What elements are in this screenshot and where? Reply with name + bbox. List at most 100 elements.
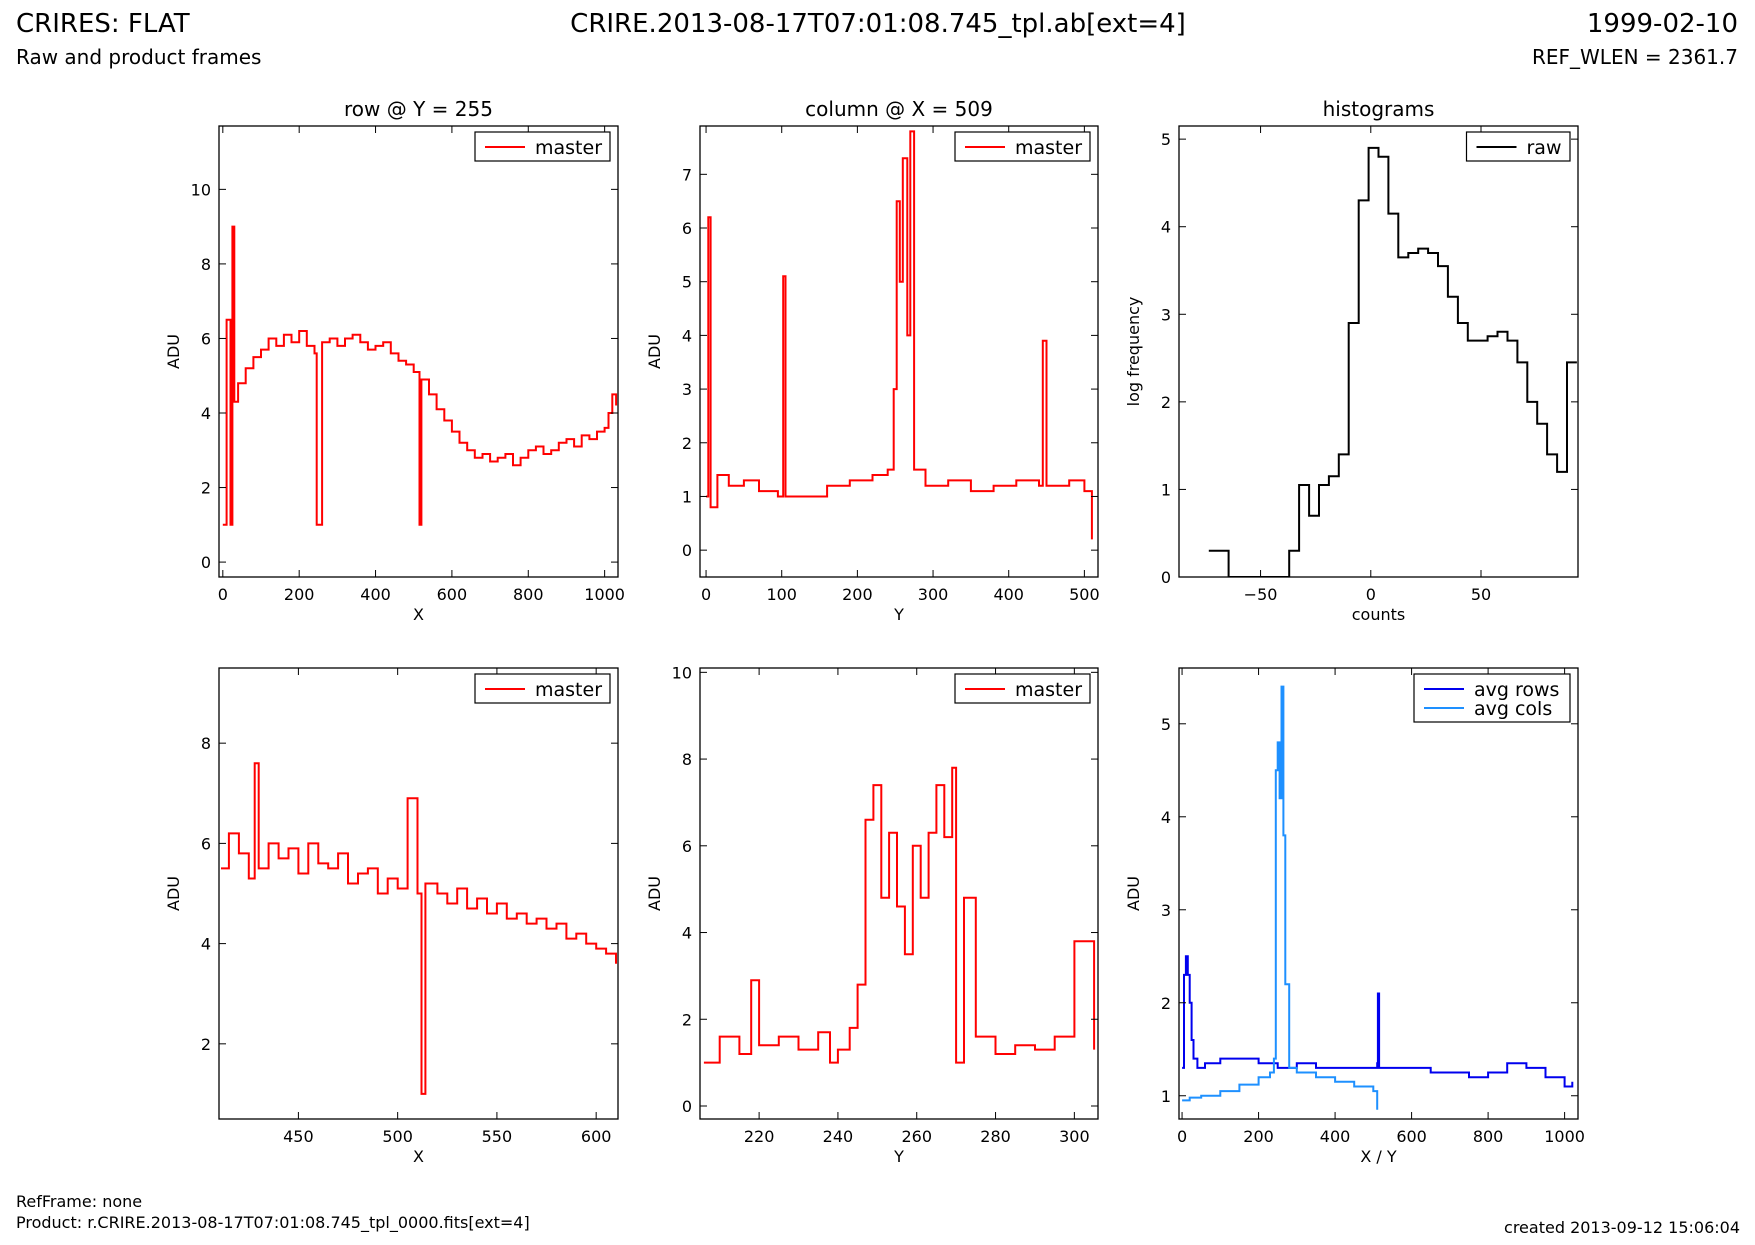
legend-label: master (1015, 679, 1082, 701)
y-tick-label: 1 (1161, 1087, 1171, 1106)
y-tick-label: 6 (201, 834, 211, 853)
y-tick-label: 10 (191, 180, 211, 199)
x-axis-label: X / Y (1360, 1147, 1397, 1166)
x-tick-label: 400 (360, 585, 391, 604)
x-tick-label: 1000 (584, 585, 625, 604)
y-tick-label: 0 (201, 553, 211, 572)
y-tick-label: 2 (682, 434, 692, 453)
y-tick-label: 3 (1161, 305, 1171, 324)
x-axis-label: X (413, 605, 424, 624)
y-tick-label: 4 (1161, 808, 1171, 827)
y-tick-label: 6 (682, 837, 692, 856)
series-line-master (222, 225, 618, 526)
x-tick-label: 260 (901, 1127, 932, 1146)
report-title: CRIRES: FLAT (16, 9, 190, 39)
y-tick-label: 2 (682, 1010, 692, 1029)
legend: master (954, 131, 1091, 162)
chart-title: histograms (1323, 97, 1435, 121)
legend: raw (1465, 131, 1571, 162)
series-line-master (706, 130, 1093, 540)
footer-refframe: RefFrame: none (16, 1192, 142, 1211)
report-ref-wlen: REF_WLEN = 2361.7 (1532, 45, 1738, 69)
report-subtitle: Raw and product frames (16, 45, 261, 69)
x-tick-label: 450 (283, 1127, 314, 1146)
y-tick-label: 5 (1161, 715, 1171, 734)
x-axis-label: Y (893, 605, 904, 624)
x-tick-label: 800 (513, 585, 544, 604)
legend-label: raw (1527, 137, 1562, 159)
y-tick-label: 5 (682, 273, 692, 292)
plot-frame (218, 125, 619, 578)
y-tick-label: 0 (682, 1097, 692, 1116)
x-tick-label: 1000 (1544, 1127, 1585, 1146)
y-tick-label: 0 (1161, 568, 1171, 587)
footer-created: created 2013-09-12 15:06:04 (1504, 1218, 1740, 1237)
x-tick-label: 0 (1366, 585, 1376, 604)
y-tick-label: 2 (1161, 393, 1171, 412)
legend: master (474, 673, 611, 704)
y-axis-label: ADU (645, 334, 664, 369)
y-tick-label: 4 (201, 404, 211, 423)
series-line-avg-rows (1182, 955, 1574, 1088)
x-tick-label: 800 (1473, 1127, 1504, 1146)
y-axis-label: ADU (1124, 876, 1143, 911)
y-tick-label: 2 (1161, 994, 1171, 1013)
y-tick-label: 8 (682, 750, 692, 769)
y-tick-label: 0 (682, 541, 692, 560)
y-tick-label: 8 (201, 734, 211, 753)
y-axis-label: ADU (164, 334, 183, 369)
x-tick-label: 600 (581, 1127, 612, 1146)
y-tick-label: 7 (682, 165, 692, 184)
x-tick-label: 300 (918, 585, 949, 604)
x-tick-label: 500 (382, 1127, 413, 1146)
x-tick-label: 0 (218, 585, 228, 604)
x-tick-label: 600 (1396, 1127, 1427, 1146)
plot-frame (1178, 125, 1579, 578)
x-axis-label: X (413, 1147, 424, 1166)
y-tick-label: 10 (672, 663, 692, 682)
y-axis-label: log frequency (1124, 297, 1143, 407)
y-tick-label: 4 (682, 924, 692, 943)
legend-box (1413, 673, 1571, 723)
series-line-master (703, 766, 1096, 1064)
x-tick-label: 600 (437, 585, 468, 604)
x-tick-label: 200 (842, 585, 873, 604)
x-tick-label: 300 (1059, 1127, 1090, 1146)
x-tick-label: 200 (284, 585, 315, 604)
y-tick-label: 8 (201, 255, 211, 274)
x-tick-label: 400 (1320, 1127, 1351, 1146)
y-tick-label: 4 (201, 935, 211, 954)
plot-frame (699, 125, 1099, 578)
y-axis-label: ADU (645, 876, 664, 911)
x-tick-label: 50 (1471, 585, 1491, 604)
x-tick-label: 100 (766, 585, 797, 604)
legend-label: master (535, 137, 602, 159)
legend-label: master (1015, 137, 1082, 159)
chart-title: column @ X = 509 (805, 97, 993, 121)
x-tick-label: 200 (1243, 1127, 1274, 1146)
report-date: 1999-02-10 (1587, 9, 1738, 39)
x-tick-label: 500 (1069, 585, 1100, 604)
plot-frame (218, 667, 619, 1120)
plot-frame (699, 667, 1099, 1120)
y-tick-label: 3 (682, 380, 692, 399)
series-line-master (221, 762, 617, 1095)
chart-panel-6: 0 200 400 600 800 1000 1 2 3 4 5 X / Y ADU avg rowsav… (1124, 667, 1585, 1166)
chart-panel-5: 220 240 260 280 300 0 2 4 6 8 10 Y ADU master (645, 663, 1099, 1166)
series-line-avg-cols (1182, 685, 1379, 1110)
y-tick-label: 4 (1161, 218, 1171, 237)
report-filename: CRIRE.2013-08-17T07:01:08.745_tpl.ab[ext… (570, 9, 1186, 39)
x-tick-label: −50 (1244, 585, 1278, 604)
x-tick-label: 400 (993, 585, 1024, 604)
legend: master (954, 673, 1091, 704)
legend-label: avg rows (1474, 679, 1559, 701)
legend-label: master (535, 679, 602, 701)
chart-panel-1: 0 200 400 600 800 1000 0 2 4 6 8 10 row @ Y = 255 X AD… (164, 97, 625, 624)
y-tick-label: 4 (682, 326, 692, 345)
series-line-raw (1208, 146, 1577, 577)
x-tick-label: 550 (482, 1127, 513, 1146)
y-tick-label: 1 (682, 487, 692, 506)
